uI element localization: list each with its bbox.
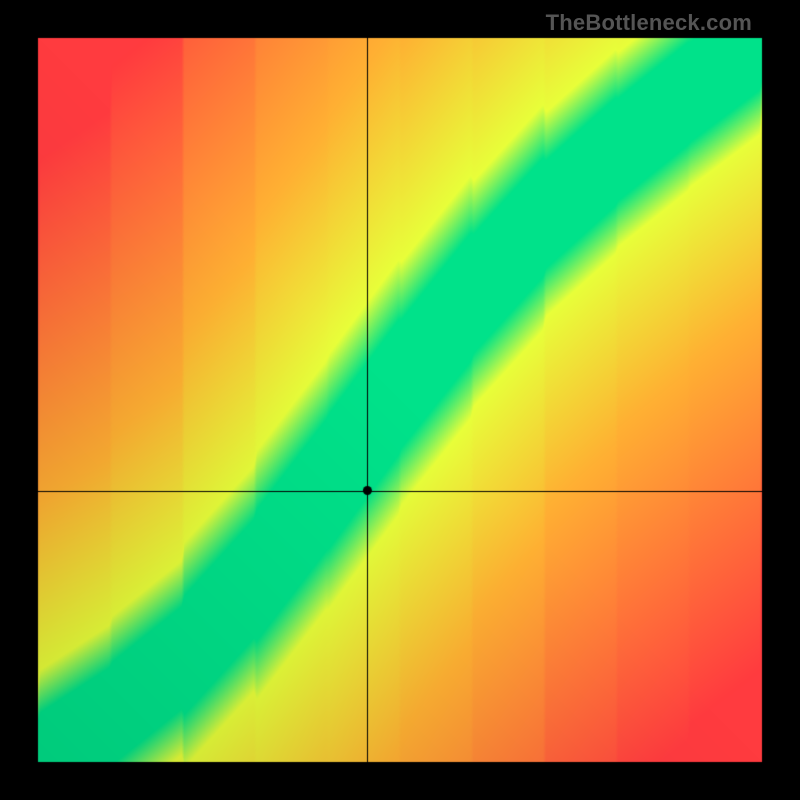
source-watermark: TheBottleneck.com [546,10,752,36]
chart-container: TheBottleneck.com [0,0,800,800]
bottleneck-heatmap-canvas [0,0,800,800]
